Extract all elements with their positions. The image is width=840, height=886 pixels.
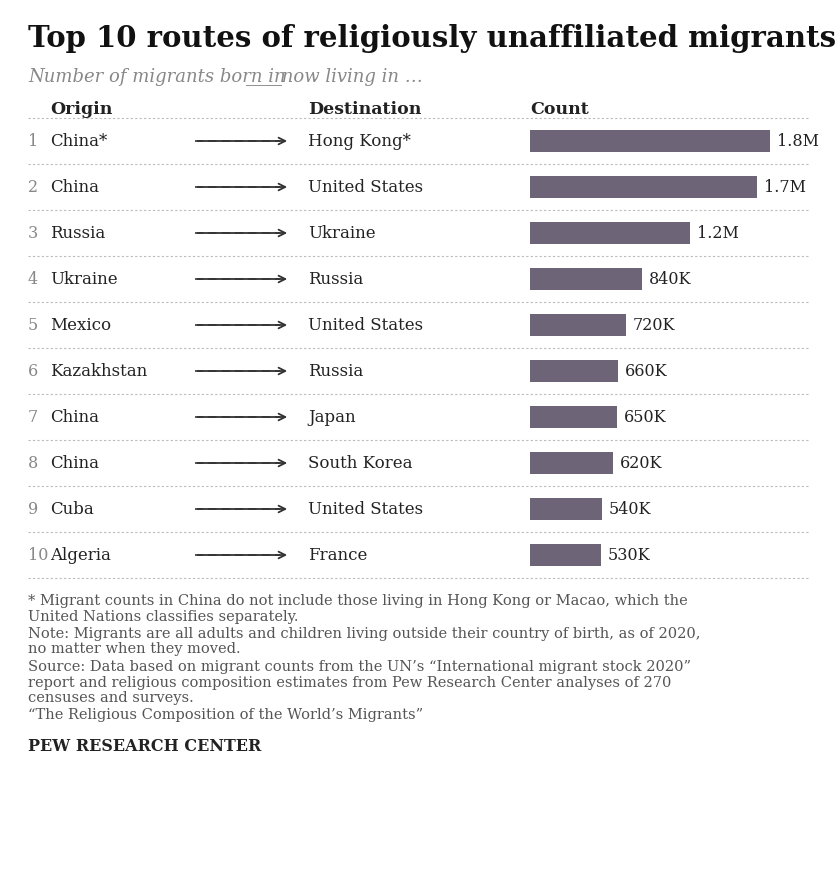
Bar — [530, 498, 602, 520]
Text: 3: 3 — [28, 224, 39, 242]
Text: 1.8M: 1.8M — [777, 133, 819, 150]
Text: 1.2M: 1.2M — [697, 224, 739, 242]
Text: South Korea: South Korea — [308, 455, 412, 471]
Text: Cuba: Cuba — [50, 501, 94, 517]
Text: United States: United States — [308, 501, 423, 517]
Text: Source: Data based on migrant counts from the UN’s “International migrant stock : Source: Data based on migrant counts fro… — [28, 660, 691, 674]
Bar — [530, 360, 618, 382]
Text: Count: Count — [530, 101, 589, 118]
Text: 5: 5 — [28, 316, 39, 333]
Text: 650K: 650K — [623, 408, 666, 425]
Text: Origin: Origin — [50, 101, 113, 118]
Text: Kazakhstan: Kazakhstan — [50, 362, 147, 379]
Text: 1.7M: 1.7M — [764, 178, 806, 196]
Text: Destination: Destination — [308, 101, 422, 118]
Text: censuses and surveys.: censuses and surveys. — [28, 691, 194, 705]
Text: 8: 8 — [28, 455, 39, 471]
Text: now living in …: now living in … — [276, 68, 423, 86]
Text: Russia: Russia — [50, 224, 105, 242]
Bar — [530, 406, 617, 428]
Text: Ukraine: Ukraine — [308, 224, 375, 242]
Text: Russia: Russia — [308, 362, 363, 379]
Bar — [530, 544, 601, 566]
Text: Note: Migrants are all adults and children living outside their country of birth: Note: Migrants are all adults and childr… — [28, 627, 701, 641]
Text: PEW RESEARCH CENTER: PEW RESEARCH CENTER — [28, 738, 261, 755]
Text: 530K: 530K — [607, 547, 650, 563]
Text: * Migrant counts in China do not include those living in Hong Kong or Macao, whi: * Migrant counts in China do not include… — [28, 594, 688, 608]
Text: 2: 2 — [28, 178, 38, 196]
Text: ____: ____ — [246, 68, 282, 86]
Text: Mexico: Mexico — [50, 316, 111, 333]
Text: Japan: Japan — [308, 408, 355, 425]
Text: United States: United States — [308, 316, 423, 333]
Text: Ukraine: Ukraine — [50, 270, 118, 287]
Text: China: China — [50, 408, 99, 425]
Bar — [530, 222, 690, 244]
Text: no matter when they moved.: no matter when they moved. — [28, 642, 240, 657]
Bar — [530, 314, 626, 336]
Text: China: China — [50, 178, 99, 196]
Text: “The Religious Composition of the World’s Migrants”: “The Religious Composition of the World’… — [28, 709, 423, 722]
Text: China*: China* — [50, 133, 108, 150]
Text: France: France — [308, 547, 367, 563]
Text: United Nations classifies separately.: United Nations classifies separately. — [28, 610, 298, 624]
Text: Hong Kong*: Hong Kong* — [308, 133, 411, 150]
Text: Top 10 routes of religiously unaffiliated migrants: Top 10 routes of religiously unaffiliate… — [28, 24, 836, 53]
Text: 540K: 540K — [609, 501, 652, 517]
Bar — [530, 268, 642, 290]
Bar — [530, 176, 757, 198]
Text: 4: 4 — [28, 270, 38, 287]
Text: 720K: 720K — [633, 316, 675, 333]
Text: 9: 9 — [28, 501, 39, 517]
Text: 660K: 660K — [625, 362, 668, 379]
Text: 620K: 620K — [620, 455, 662, 471]
Bar — [530, 130, 770, 152]
Text: report and religious composition estimates from Pew Research Center analyses of : report and religious composition estimat… — [28, 675, 671, 689]
Text: United States: United States — [308, 178, 423, 196]
Text: 1: 1 — [28, 133, 39, 150]
Text: 6: 6 — [28, 362, 39, 379]
Text: 10: 10 — [28, 547, 49, 563]
Text: Number of migrants born in: Number of migrants born in — [28, 68, 291, 86]
Text: 840K: 840K — [649, 270, 691, 287]
Bar — [530, 452, 612, 474]
Text: 7: 7 — [28, 408, 39, 425]
Text: Russia: Russia — [308, 270, 363, 287]
Text: China: China — [50, 455, 99, 471]
Text: Algeria: Algeria — [50, 547, 111, 563]
